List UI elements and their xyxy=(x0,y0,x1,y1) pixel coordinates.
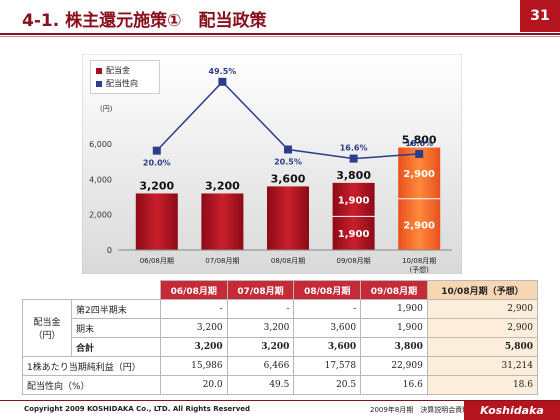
table-cell: 2,900 xyxy=(426,299,539,319)
table-header-forecast: 10/08月期（予想） xyxy=(426,280,539,300)
bar-total-label: 3,200 xyxy=(139,179,174,192)
table-header-row: 06/08月期 07/08月期 08/08月期 09/08月期 10/08月期（… xyxy=(22,280,539,300)
payout-marker xyxy=(152,146,161,155)
page-number: 31 xyxy=(520,0,560,32)
legend-item-dividend: 配当金 xyxy=(96,64,154,77)
table-cell: 31,214 xyxy=(426,356,539,376)
dividend-chart: (円) 0 2,000 4,000 6,000 3,200 3,200 3,600 1,900… xyxy=(82,54,462,274)
y-tick-label: 0 xyxy=(107,246,112,255)
company-logo: Koshidaka xyxy=(464,401,560,420)
forecast-note: (予想) xyxy=(409,265,429,274)
bar-total-label: 3,200 xyxy=(205,179,240,192)
chart-legend: 配当金 配当性向 xyxy=(90,60,160,94)
table-cell: 22,909 xyxy=(360,356,428,376)
table-cell: 20.0 xyxy=(159,375,228,395)
table-cell: 18.6 xyxy=(426,375,539,395)
x-tick-label: 06/08月期 xyxy=(140,257,174,265)
table-cell: 15,986 xyxy=(159,356,228,376)
bar-total-label: 3,800 xyxy=(336,169,371,182)
payout-label: 20.0% xyxy=(143,159,171,168)
table-cell: 1,900 xyxy=(360,299,428,319)
table-cell: 3,200 xyxy=(226,337,295,357)
table-corner xyxy=(22,280,161,300)
legend-label-payout: 配当性向 xyxy=(106,79,138,88)
title-divider-thin xyxy=(0,36,560,37)
row-label: 1株あたり当期純利益（円） xyxy=(22,356,161,376)
table-cell: 17,578 xyxy=(293,356,362,376)
row-label: 第2四半期末 xyxy=(71,299,161,319)
x-tick-label: 07/08月期 xyxy=(205,257,239,265)
dividend-table: 06/08月期 07/08月期 08/08月期 09/08月期 10/08月期（… xyxy=(22,280,539,395)
title-bar: 4-1. 株主還元施策① 配当政策 31 xyxy=(0,0,560,37)
table-cell: 3,200 xyxy=(159,318,228,338)
table-cell: 3,600 xyxy=(293,318,362,338)
table-cell: - xyxy=(226,299,295,319)
legend-swatch-dividend xyxy=(96,67,102,74)
row-label: 合計 xyxy=(71,337,161,357)
payout-label: 16.6% xyxy=(340,144,368,153)
x-tick-label: 09/08月期 xyxy=(337,257,371,265)
table-row-eps: 1株あたり当期純利益（円） 15,986 6,466 17,578 22,909… xyxy=(22,356,539,376)
footer-divider xyxy=(0,400,560,401)
segment-label: 2,900 xyxy=(403,169,435,180)
group-label-line2: （円） xyxy=(33,331,61,341)
title-divider xyxy=(0,33,560,35)
payout-label: 20.5% xyxy=(274,158,302,167)
payout-marker xyxy=(218,77,227,86)
table-cell: - xyxy=(293,299,362,319)
table-row: 合計 3,200 3,200 3,600 3,800 5,800 xyxy=(23,337,539,357)
table-cell: - xyxy=(159,299,228,319)
payout-marker xyxy=(415,149,424,158)
segment-label: 1,900 xyxy=(338,196,370,207)
segment-label: 2,900 xyxy=(403,220,435,231)
row-label: 期末 xyxy=(71,318,161,338)
dividend-bar-interim xyxy=(398,198,441,250)
bar-total-label: 3,600 xyxy=(271,172,306,185)
legend-label-dividend: 配当金 xyxy=(106,66,130,75)
table-cell: 49.5 xyxy=(226,375,295,395)
payout-label: 18.6% xyxy=(405,139,433,148)
table-cell: 3,200 xyxy=(226,318,295,338)
payout-marker xyxy=(284,145,292,154)
document-name: 2009年8月期 決算説明会資料 xyxy=(370,406,470,414)
dividend-bar-interim xyxy=(332,216,375,250)
y-axis-unit: (円) xyxy=(100,105,113,113)
dividend-bar xyxy=(267,186,309,250)
legend-item-payout: 配当性向 xyxy=(96,77,154,90)
y-tick-label: 2,000 xyxy=(89,211,112,220)
x-tick-label: 10/08月期 xyxy=(402,257,436,265)
table-cell: 20.5 xyxy=(293,375,362,395)
group-label-dividend: 配当金 （円） xyxy=(22,299,72,357)
table-cell: 3,800 xyxy=(360,337,428,357)
table-cell: 1,900 xyxy=(360,318,428,338)
y-tick-label: 6,000 xyxy=(89,140,112,149)
row-label: 配当性向（%） xyxy=(22,375,161,395)
y-tick-label: 4,000 xyxy=(89,175,112,184)
dividend-bar xyxy=(201,193,244,250)
x-tick-label: 08/08月期 xyxy=(271,257,305,265)
group-label-line1: 配当金 xyxy=(33,318,61,328)
table-header-cell: 06/08月期 xyxy=(159,280,228,300)
table-cell: 16.6 xyxy=(360,375,428,395)
dividend-bar-final xyxy=(332,182,375,217)
page-title: 4-1. 株主還元施策① 配当政策 xyxy=(22,11,267,31)
bar-total-label: 5,800 xyxy=(402,134,437,147)
table-cell: 3,200 xyxy=(159,337,228,357)
copyright-text: Copyright 2009 KOSHIDAKA Co., LTD. All R… xyxy=(24,405,251,413)
table-cell: 5,800 xyxy=(426,337,539,357)
table-cell: 2,900 xyxy=(426,318,539,338)
table-row: 期末 3,200 3,200 3,600 1,900 2,900 xyxy=(23,318,539,338)
payout-marker xyxy=(349,154,358,163)
payout-label: 49.5% xyxy=(209,67,237,76)
table-header-cell: 07/08月期 xyxy=(226,280,295,300)
table-row: 配当金 （円） 第2四半期末 - - - 1,900 2,900 xyxy=(22,299,539,357)
table-row-payout: 配当性向（%） 20.0 49.5 20.5 16.6 18.6 xyxy=(22,375,539,395)
dividend-bar xyxy=(135,193,178,250)
table-header-cell: 08/08月期 xyxy=(293,280,362,300)
table-cell: 6,466 xyxy=(226,356,295,376)
segment-label: 1,900 xyxy=(338,229,370,240)
table-header-cell: 09/08月期 xyxy=(360,280,428,300)
table-cell: 3,600 xyxy=(293,337,362,357)
legend-swatch-payout xyxy=(96,80,102,87)
